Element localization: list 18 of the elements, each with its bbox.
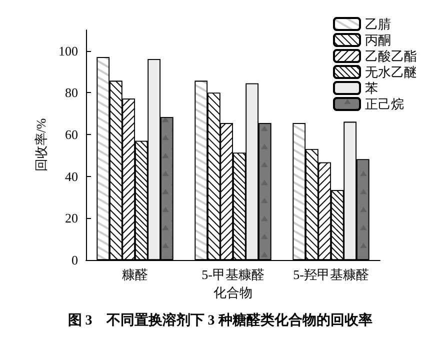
legend-label: 丙酮	[365, 32, 391, 48]
y-tick-label: 0	[72, 252, 78, 268]
legend-label: 乙腈	[365, 16, 391, 32]
x-tick-label: 糠醛	[122, 267, 148, 282]
text: 图 3 不同置换溶剂下 3 种糖醛类化合物的回收率	[68, 312, 372, 328]
legend-label: 苯	[365, 80, 378, 96]
x-tick-label: 5-甲基糠醛	[202, 267, 264, 282]
y-tick-label: 100	[58, 43, 78, 58]
legend-label: 无水乙醚	[365, 64, 417, 80]
legend-label: 乙酸乙酯	[365, 48, 417, 64]
x-tick-label: 5-羟甲基糠醛	[293, 267, 369, 282]
y-tick-label: 60	[65, 127, 78, 142]
y-axis-title: 回收率/%	[34, 118, 49, 172]
y-tick-label: 20	[65, 210, 78, 226]
legend-label: 正己烷	[365, 96, 404, 112]
x-axis-title: 化合物	[214, 285, 252, 300]
y-tick-label: 40	[65, 168, 78, 184]
y-tick-label: 80	[65, 85, 78, 100]
